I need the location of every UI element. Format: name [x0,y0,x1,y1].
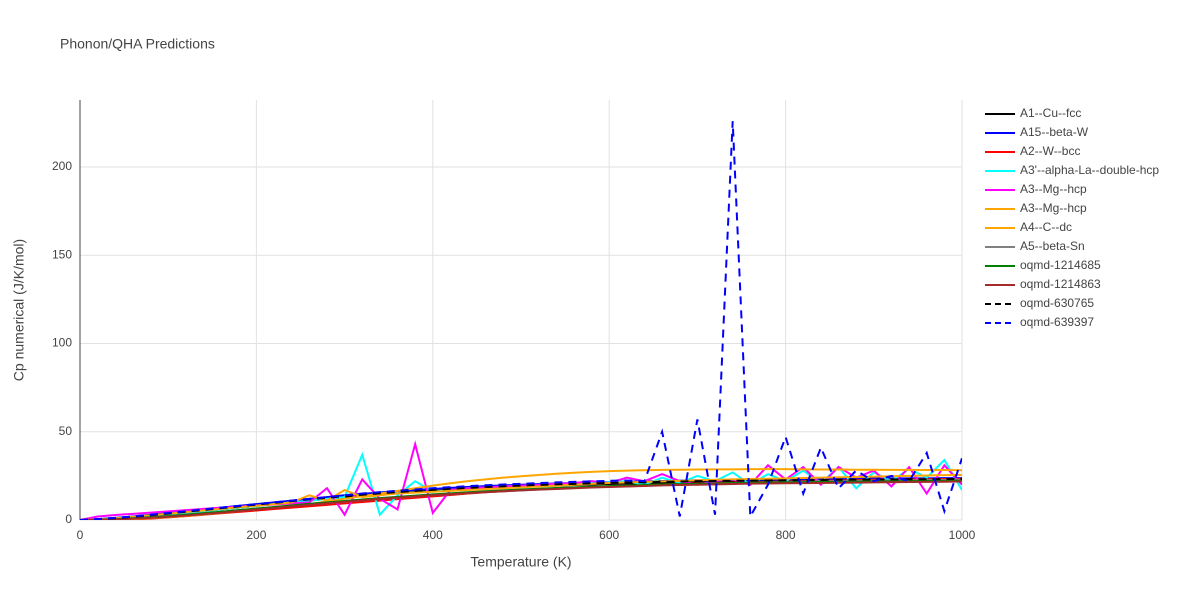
y-tick-label: 200 [52,159,72,173]
legend-label: A2--W--bcc [1020,144,1080,158]
legend-label: A3--Mg--hcp [1020,201,1087,215]
y-tick-label: 0 [65,512,72,526]
legend-label: A4--C--dc [1020,220,1072,234]
x-tick-label: 800 [776,528,796,542]
legend-label: oqmd-630765 [1020,296,1094,310]
legend-label: oqmd-1214685 [1020,258,1101,272]
y-tick-label: 100 [52,336,72,350]
y-axis-label: Cp numerical (J/K/mol) [11,239,27,381]
legend-label: A3'--alpha-La--double-hcp [1020,163,1159,177]
y-tick-label: 50 [59,424,73,438]
legend-label: A5--beta-Sn [1020,239,1085,253]
x-tick-label: 400 [423,528,443,542]
series-line [80,121,962,520]
y-tick-label: 150 [52,247,72,261]
x-axis-label: Temperature (K) [470,554,571,570]
legend-label: A1--Cu--fcc [1020,106,1081,120]
x-tick-label: 600 [599,528,619,542]
series-line [80,480,962,520]
legend-label: oqmd-1214863 [1020,277,1101,291]
x-tick-label: 1000 [949,528,976,542]
x-tick-label: 200 [246,528,266,542]
legend-label: oqmd-639397 [1020,315,1094,329]
legend-label: A3--Mg--hcp [1020,182,1087,196]
legend-label: A15--beta-W [1020,125,1089,139]
chart-title: Phonon/QHA Predictions [60,36,215,52]
x-tick-label: 0 [77,528,84,542]
